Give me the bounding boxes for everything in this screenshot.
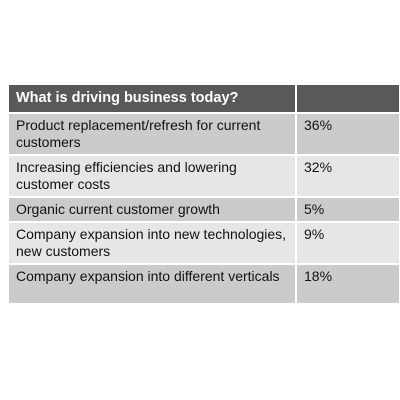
row-value: 9% bbox=[296, 222, 400, 265]
table-row: Increasing efficiencies and lowering cus… bbox=[9, 155, 400, 198]
row-value: 36% bbox=[296, 113, 400, 156]
row-label: Increasing efficiencies and lowering cus… bbox=[9, 155, 297, 198]
table-row: Company expansion into different vertica… bbox=[9, 264, 400, 305]
row-label: Organic current customer growth bbox=[9, 197, 297, 223]
table-row: Product replacement/refresh for current … bbox=[9, 113, 400, 156]
table-row: Organic current customer growth 5% bbox=[9, 197, 400, 223]
survey-table: What is driving business today? Product … bbox=[9, 85, 400, 305]
row-label: Company expansion into different vertica… bbox=[9, 264, 297, 305]
row-value: 32% bbox=[296, 155, 400, 198]
row-label: Company expansion into new technologies,… bbox=[9, 222, 297, 265]
row-label: Product replacement/refresh for current … bbox=[9, 113, 297, 156]
row-value: 18% bbox=[296, 264, 400, 305]
table-header-row: What is driving business today? bbox=[9, 85, 400, 114]
row-value: 5% bbox=[296, 197, 400, 223]
table-header-question: What is driving business today? bbox=[9, 85, 297, 114]
table-header-value bbox=[296, 85, 400, 114]
table-row: Company expansion into new technologies,… bbox=[9, 222, 400, 265]
